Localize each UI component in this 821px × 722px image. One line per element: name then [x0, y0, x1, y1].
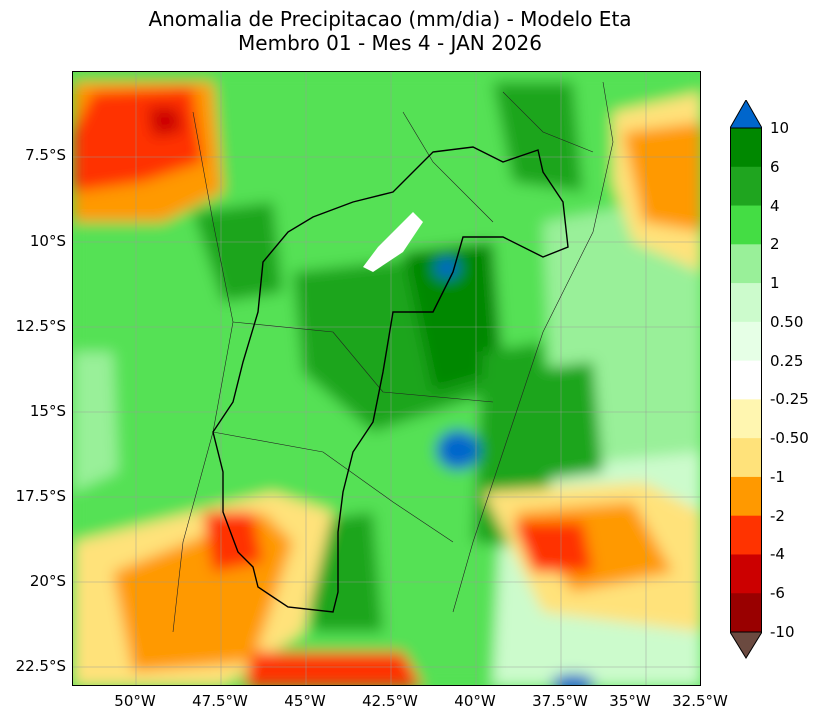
blue-max-east — [436, 430, 480, 470]
ne-dry-core — [623, 122, 700, 232]
nw-wet-core — [193, 202, 283, 302]
colorbar-segment — [730, 166, 762, 207]
colorbar-segment — [730, 476, 762, 517]
sw-light-zone — [73, 352, 118, 492]
nw-dry-max — [148, 107, 183, 137]
colorbar-label: -4 — [770, 545, 785, 564]
colorbar-label: 6 — [770, 157, 780, 176]
colorbar-segment — [730, 593, 762, 633]
colorbar-label: -0.50 — [770, 429, 809, 448]
map-title-line1: Anomalia de Precipitacao (mm/dia) - Mode… — [148, 7, 632, 31]
lon-label-32-5: 32.5°W — [672, 692, 728, 710]
colorbar-label: 0.25 — [770, 351, 804, 370]
lon-label-40: 40°W — [454, 692, 496, 710]
lat-label-15: 15°S — [29, 402, 66, 420]
lon-label-37-5: 37.5°W — [532, 692, 588, 710]
colorbar-label: 4 — [770, 196, 780, 215]
east-wet-patch — [513, 362, 603, 482]
state-borders — [172, 81, 614, 633]
colorbar-label: -2 — [770, 506, 785, 525]
lon-label-42-5: 42.5°W — [362, 692, 418, 710]
reservoir — [363, 212, 423, 272]
colorbar-segment — [730, 515, 762, 555]
colorbar-segments — [730, 128, 762, 633]
colorbar-segment — [730, 128, 762, 168]
lat-label-12-5: 12.5°S — [15, 317, 66, 335]
lon-label-45: 45°W — [284, 692, 326, 710]
lat-label-17-5: 17.5°S — [15, 487, 66, 505]
colorbar-label: -10 — [770, 623, 795, 641]
basin-outline — [212, 146, 569, 613]
colorbar-segment — [730, 438, 762, 478]
colorbar-label: -1 — [770, 467, 785, 486]
graticule — [73, 72, 700, 685]
lon-label-50: 50°W — [114, 692, 156, 710]
colorbar-segment — [730, 283, 762, 323]
lon-label-47-5: 47.5°W — [192, 692, 248, 710]
bottom-dry-strip — [243, 652, 422, 685]
colorbar-segment — [730, 399, 762, 439]
central-deep-core — [403, 242, 503, 392]
lat-label-22-5: 22.5°S — [15, 657, 66, 675]
blue-max-north — [435, 258, 459, 278]
colorbar-top-arrow — [730, 100, 762, 129]
map-title-line2: Membro 01 - Mes 4 - JAN 2026 — [238, 31, 542, 55]
north-deep-core — [493, 82, 583, 192]
lon-label-35: 35°W — [609, 692, 651, 710]
lat-label-7-5: 7.5°S — [25, 146, 66, 164]
colorbar-segment — [730, 205, 762, 245]
blue-max-south — [551, 674, 595, 685]
lat-label-20: 20°S — [29, 572, 66, 590]
colorbar-label: 1 — [770, 274, 780, 293]
south-dry-max — [203, 512, 263, 572]
anomaly-map — [73, 72, 700, 685]
colorbar-label: -0.25 — [770, 390, 809, 409]
colorbar-segment — [730, 360, 762, 400]
colorbar-bottom-arrow — [730, 631, 762, 659]
lat-label-10: 10°S — [29, 232, 66, 250]
colorbar-segment — [730, 244, 762, 284]
colorbar-label: 0.50 — [770, 312, 804, 331]
colorbar-label: 2 — [770, 235, 780, 254]
se-ocean-dry-max — [513, 522, 593, 572]
colorbar-segment — [730, 321, 762, 362]
map-panel — [72, 71, 701, 686]
colorbar-label: 10 — [770, 119, 790, 137]
colorbar-segment — [730, 554, 762, 594]
colorbar-label: -6 — [770, 584, 785, 603]
colorbar — [730, 100, 762, 659]
